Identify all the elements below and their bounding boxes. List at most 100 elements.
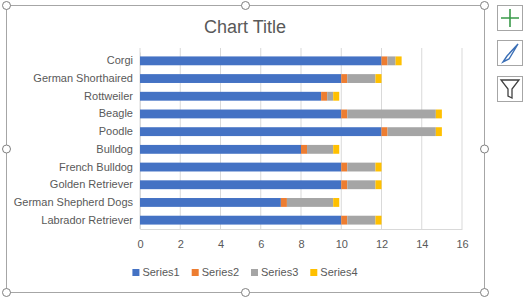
bar-segment <box>375 74 381 83</box>
bar-segment <box>301 145 307 154</box>
bar-segment <box>140 127 382 136</box>
x-tick-label: 2 <box>178 238 184 250</box>
x-tick: 0 <box>137 229 143 250</box>
x-tick: 10 <box>336 229 348 250</box>
legend-swatch <box>310 269 317 276</box>
series-1 <box>140 56 382 224</box>
chart-area-frame[interactable] <box>7 6 485 293</box>
bar-segment <box>347 216 375 225</box>
x-tick-label: 4 <box>218 238 224 250</box>
bar-segment <box>347 110 436 119</box>
y-tick-label: Corgi <box>107 54 133 66</box>
y-tick-label: Beagle <box>99 107 133 119</box>
bar-segment <box>140 56 382 65</box>
x-axis-line <box>141 229 463 230</box>
legend-swatch <box>192 269 199 276</box>
bar-segment <box>140 216 341 225</box>
series-3 <box>287 56 436 224</box>
x-tick: 8 <box>298 229 304 250</box>
bar-segment <box>327 92 333 101</box>
resize-handle[interactable] <box>242 2 250 10</box>
bar-segment <box>140 92 321 101</box>
x-tick-label: 0 <box>137 238 143 250</box>
resize-handle[interactable] <box>3 145 11 153</box>
y-axis: Labrador RetrieverGerman Shepherd DogsGo… <box>14 53 141 230</box>
bar-segment <box>333 198 339 207</box>
selection-handles <box>3 2 489 297</box>
x-tick: 2 <box>178 229 184 250</box>
y-tick-label: French Bulldog <box>59 161 133 173</box>
bar-segment <box>140 145 301 154</box>
chart-button[interactable] <box>498 6 523 31</box>
y-tick: Beagle <box>99 107 140 119</box>
bar-segment <box>382 56 388 65</box>
chart-button[interactable] <box>498 41 523 66</box>
bar-segment <box>347 180 375 189</box>
bar-segment <box>341 163 347 172</box>
bar-segment <box>375 216 381 225</box>
y-tick-label: German Shorthaired <box>33 72 133 84</box>
resize-handle[interactable] <box>481 289 489 297</box>
y-tick-label: Golden Retriever <box>50 178 133 190</box>
resize-handle[interactable] <box>481 2 489 10</box>
y-tick: French Bulldog <box>59 161 140 173</box>
legend-item: Series2 <box>192 266 239 278</box>
bar-segment <box>333 92 339 101</box>
y-tick-label: Bulldog <box>96 143 133 155</box>
bar-segment <box>375 163 381 172</box>
y-tick-label: Poodle <box>99 125 133 137</box>
y-tick: German Shorthaired <box>33 72 140 84</box>
bar-segment <box>341 110 347 119</box>
y-tick: Rottweiler <box>84 90 140 102</box>
legend: Series1 Series2 Series3 Series4 <box>132 266 357 278</box>
legend-label: Series2 <box>202 266 239 278</box>
bar-segment <box>436 110 442 119</box>
bar-segment <box>287 198 333 207</box>
resize-handle[interactable] <box>3 2 11 10</box>
bar-segment <box>375 180 381 189</box>
bar-segment <box>382 127 388 136</box>
y-tick: Golden Retriever <box>50 178 140 190</box>
y-tick-label: Labrador Retriever <box>41 214 133 226</box>
x-tick: 4 <box>218 229 224 250</box>
bar-segment <box>388 127 436 136</box>
legend-item: Series4 <box>310 266 357 278</box>
bar-segment <box>341 180 347 189</box>
bars <box>140 56 442 224</box>
bar-segment <box>140 74 341 83</box>
legend-label: Series4 <box>320 266 357 278</box>
chart-buttons <box>498 6 523 102</box>
bar-segment <box>333 145 339 154</box>
resize-handle[interactable] <box>3 289 11 297</box>
bar-segment <box>140 180 341 189</box>
chart-title: Chart Title <box>204 17 286 37</box>
bar-segment <box>140 198 281 207</box>
resize-handle[interactable] <box>242 289 250 297</box>
grid-line <box>421 48 422 229</box>
x-tick-label: 10 <box>336 238 348 250</box>
legend-label: Series1 <box>142 266 179 278</box>
x-tick: 12 <box>376 229 388 250</box>
legend-swatch <box>251 269 258 276</box>
legend-swatch <box>132 269 139 276</box>
x-tick: 14 <box>416 229 428 250</box>
x-tick-label: 16 <box>456 238 468 250</box>
x-tick-label: 14 <box>416 238 428 250</box>
button-icon <box>501 9 519 27</box>
x-tick-label: 12 <box>376 238 388 250</box>
x-tick-label: 6 <box>258 238 264 250</box>
x-tick: 16 <box>456 229 468 250</box>
grid-line <box>462 48 463 229</box>
chart-svg: Chart Title 0 2 4 6 8 10 12 14 16 Labrador Retriev… <box>0 0 525 298</box>
y-tick: Poodle <box>99 125 140 137</box>
resize-handle[interactable] <box>481 145 489 153</box>
bar-segment <box>347 163 375 172</box>
chart-button[interactable] <box>498 77 523 102</box>
bar-segment <box>140 163 341 172</box>
button-icon <box>503 44 518 62</box>
background <box>0 0 525 298</box>
bar-segment <box>140 110 341 119</box>
legend-item: Series3 <box>251 266 298 278</box>
series-2 <box>281 56 388 224</box>
bar-segment <box>396 56 402 65</box>
